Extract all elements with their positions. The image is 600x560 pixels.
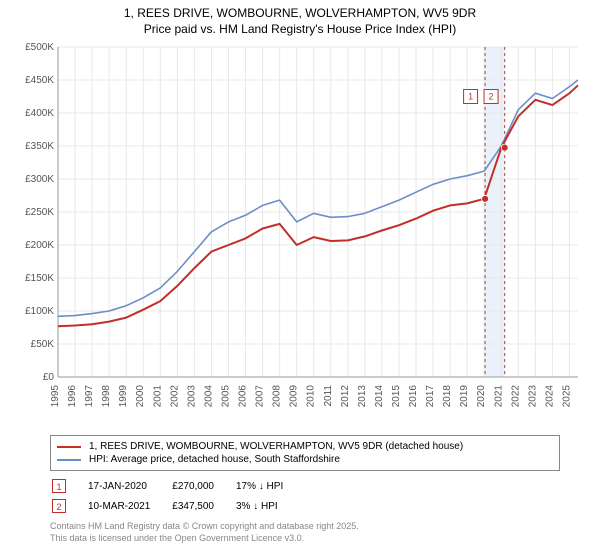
chart-svg: £0 £50K £100K £150K £200K £250K £300K £350K £400…: [10, 41, 590, 431]
marker-row: 1 17-JAN-2020£270,00017% ↓ HPI: [52, 477, 303, 495]
svg-text:2023: 2023: [527, 385, 538, 408]
svg-text:2013: 2013: [357, 385, 368, 408]
svg-text:1: 1: [468, 92, 473, 102]
svg-text:£0: £0: [43, 372, 55, 383]
chart-title: 1, REES DRIVE, WOMBOURNE, WOLVERHAMPTON,…: [0, 0, 600, 41]
svg-text:2010: 2010: [306, 385, 317, 408]
svg-text:2019: 2019: [459, 385, 470, 408]
svg-text:2025: 2025: [561, 385, 572, 408]
svg-text:£50K: £50K: [31, 339, 55, 350]
svg-text:1997: 1997: [84, 385, 95, 408]
svg-text:2006: 2006: [238, 385, 249, 408]
svg-text:2015: 2015: [391, 385, 402, 408]
svg-text:2003: 2003: [186, 385, 197, 408]
svg-text:2012: 2012: [340, 385, 351, 408]
legend-label: HPI: Average price, detached house, Sout…: [89, 454, 340, 465]
svg-text:2018: 2018: [442, 385, 453, 408]
svg-text:2024: 2024: [544, 385, 555, 408]
svg-text:£300K: £300K: [25, 174, 54, 185]
svg-text:£400K: £400K: [25, 108, 54, 119]
title-line2: Price paid vs. HM Land Registry's House …: [10, 22, 590, 38]
svg-text:2002: 2002: [169, 385, 180, 408]
svg-text:2017: 2017: [425, 385, 436, 408]
svg-text:2008: 2008: [272, 385, 283, 408]
marker-table: 1 17-JAN-2020£270,00017% ↓ HPI 2 10-MAR-202…: [50, 475, 305, 517]
marker-badge: 2: [52, 499, 66, 513]
svg-text:1999: 1999: [118, 385, 129, 408]
svg-text:2022: 2022: [510, 385, 521, 408]
svg-text:£450K: £450K: [25, 75, 54, 86]
svg-text:2016: 2016: [408, 385, 419, 408]
svg-text:1998: 1998: [101, 385, 112, 408]
svg-text:£500K: £500K: [25, 42, 54, 53]
svg-text:£100K: £100K: [25, 306, 54, 317]
svg-text:2: 2: [489, 92, 494, 102]
legend-row: 1, REES DRIVE, WOMBOURNE, WOLVERHAMPTON,…: [57, 440, 553, 453]
footer: Contains HM Land Registry data © Crown c…: [50, 521, 560, 544]
legend-label: 1, REES DRIVE, WOMBOURNE, WOLVERHAMPTON,…: [89, 441, 463, 452]
svg-text:1996: 1996: [67, 385, 78, 408]
marker-badge: 1: [52, 479, 66, 493]
svg-text:2001: 2001: [152, 385, 163, 408]
svg-text:£200K: £200K: [25, 240, 54, 251]
svg-text:2020: 2020: [476, 385, 487, 408]
svg-text:1995: 1995: [50, 385, 61, 408]
marker-delta: 17% ↓ HPI: [236, 477, 303, 495]
svg-text:2000: 2000: [135, 385, 146, 408]
legend-row: HPI: Average price, detached house, Sout…: [57, 453, 553, 466]
marker-delta: 3% ↓ HPI: [236, 497, 303, 515]
legend: 1, REES DRIVE, WOMBOURNE, WOLVERHAMPTON,…: [50, 435, 560, 471]
legend-swatch: [57, 459, 81, 461]
svg-text:£150K: £150K: [25, 273, 54, 284]
svg-text:£250K: £250K: [25, 207, 54, 218]
svg-text:2011: 2011: [323, 385, 334, 407]
svg-text:2014: 2014: [374, 385, 385, 408]
footer-line1: Contains HM Land Registry data © Crown c…: [50, 521, 560, 533]
svg-text:2005: 2005: [220, 385, 231, 408]
marker-date: 10-MAR-2021: [88, 497, 170, 515]
marker-price: £347,500: [172, 497, 234, 515]
marker-date: 17-JAN-2020: [88, 477, 170, 495]
svg-text:2007: 2007: [255, 385, 266, 408]
footer-line2: This data is licensed under the Open Gov…: [50, 533, 560, 545]
legend-swatch: [57, 446, 81, 448]
svg-text:2004: 2004: [203, 385, 214, 408]
svg-text:£350K: £350K: [25, 141, 54, 152]
marker-row: 2 10-MAR-2021£347,5003% ↓ HPI: [52, 497, 303, 515]
price-chart: £0 £50K £100K £150K £200K £250K £300K £350K £400…: [10, 41, 590, 431]
marker-price: £270,000: [172, 477, 234, 495]
title-line1: 1, REES DRIVE, WOMBOURNE, WOLVERHAMPTON,…: [10, 6, 590, 22]
svg-text:2021: 2021: [493, 385, 504, 408]
svg-text:2009: 2009: [289, 385, 300, 408]
